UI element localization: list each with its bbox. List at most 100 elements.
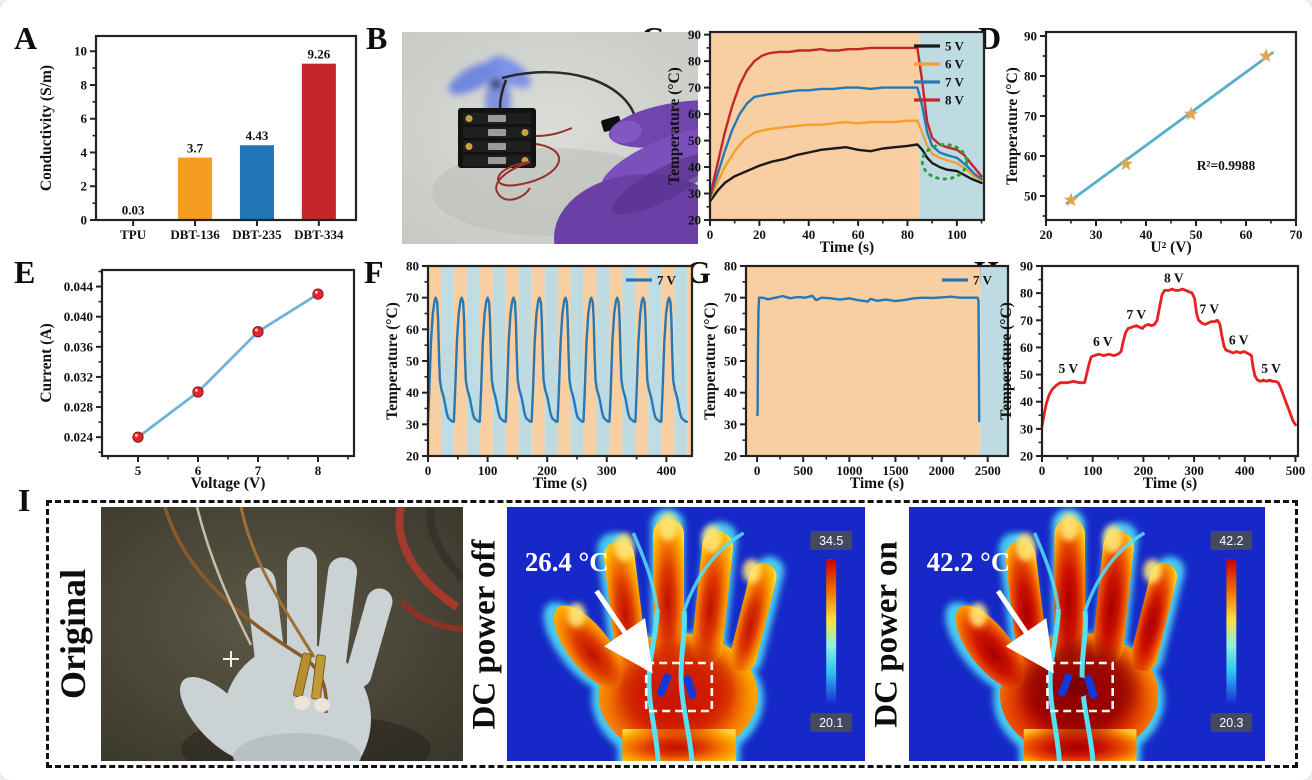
svg-text:70: 70 bbox=[688, 80, 701, 95]
temperature-label: 42.2 °C bbox=[927, 547, 1010, 577]
svg-text:60: 60 bbox=[406, 322, 419, 337]
svg-text:60: 60 bbox=[688, 107, 701, 122]
svg-text:0.03: 0.03 bbox=[122, 202, 145, 217]
svg-text:Time (s): Time (s) bbox=[533, 475, 587, 492]
svg-text:30: 30 bbox=[724, 417, 737, 432]
svg-text:7 V: 7 V bbox=[945, 75, 965, 90]
svg-text:4.43: 4.43 bbox=[246, 128, 269, 143]
svg-text:Time (s): Time (s) bbox=[820, 239, 874, 256]
svg-text:60: 60 bbox=[1240, 227, 1253, 242]
svg-text:60: 60 bbox=[1020, 340, 1033, 355]
svg-text:8 V: 8 V bbox=[1164, 270, 1184, 285]
svg-text:Conductivity (S/m): Conductivity (S/m) bbox=[38, 65, 55, 191]
svg-text:40: 40 bbox=[406, 385, 419, 400]
svg-text:DBT-235: DBT-235 bbox=[232, 227, 282, 242]
thermal-image-power-off: 26.4 °C 34.5 20.1 bbox=[507, 507, 865, 771]
panel-label-e: E bbox=[14, 254, 36, 290]
svg-text:5: 5 bbox=[135, 463, 142, 478]
svg-text:400: 400 bbox=[657, 463, 677, 478]
circuit-wires bbox=[495, 71, 638, 201]
svg-text:U² (V): U² (V) bbox=[1150, 239, 1191, 256]
svg-text:20: 20 bbox=[1040, 227, 1053, 242]
svg-text:3.7: 3.7 bbox=[187, 141, 204, 156]
svg-text:1000: 1000 bbox=[836, 463, 862, 478]
svg-text:R²=0.9988: R²=0.9988 bbox=[1197, 158, 1256, 173]
svg-text:Temperature (°C): Temperature (°C) bbox=[702, 302, 719, 420]
wires bbox=[163, 506, 466, 714]
thermal-colorbar: 34.5 20.1 bbox=[810, 531, 853, 732]
svg-text:80: 80 bbox=[688, 54, 701, 69]
svg-text:7 V: 7 V bbox=[973, 273, 993, 288]
crosshair-icon bbox=[223, 651, 239, 667]
svg-text:Temperature (°C): Temperature (°C) bbox=[998, 302, 1015, 420]
svg-text:90: 90 bbox=[1020, 259, 1033, 274]
annotation-arrow bbox=[594, 589, 653, 674]
thermal-image-on: 42.2 °C 42.2 20.3 bbox=[909, 507, 1265, 771]
svg-text:30: 30 bbox=[1090, 227, 1103, 242]
svg-text:5 V: 5 V bbox=[1261, 361, 1281, 376]
svg-text:80: 80 bbox=[1020, 286, 1033, 301]
svg-text:0.036: 0.036 bbox=[64, 339, 94, 354]
svg-text:20: 20 bbox=[1020, 449, 1033, 464]
heater-region bbox=[1046, 661, 1114, 713]
svg-text:Time (s): Time (s) bbox=[850, 475, 904, 492]
svg-text:80: 80 bbox=[406, 259, 419, 274]
svg-text:4: 4 bbox=[81, 145, 88, 160]
panel-e-current-voltage-chart: 5 6 7 8 0.024 0.028 0.032 0.036 0.040 0.044 Voltag… bbox=[38, 268, 356, 492]
svg-text:9.26: 9.26 bbox=[307, 47, 330, 62]
svg-text:0: 0 bbox=[81, 213, 88, 228]
svg-text:Temperature (°C): Temperature (°C) bbox=[384, 302, 401, 420]
svg-text:Temperature (°C): Temperature (°C) bbox=[666, 67, 683, 185]
svg-text:30: 30 bbox=[1020, 421, 1033, 436]
thermal-image-off: 26.4 °C 34.5 20.1 bbox=[507, 507, 865, 771]
svg-text:6 V: 6 V bbox=[1229, 333, 1249, 348]
svg-text:8: 8 bbox=[315, 463, 322, 478]
thermal-colorbar: 42.2 20.3 bbox=[1210, 531, 1253, 732]
thermal-image-power-on: 42.2 °C 42.2 20.3 bbox=[909, 507, 1265, 771]
panel-label-a: A bbox=[14, 20, 38, 56]
svg-text:40: 40 bbox=[1140, 227, 1153, 242]
colorbar-min: 20.3 bbox=[1219, 716, 1243, 730]
svg-text:20: 20 bbox=[406, 449, 419, 464]
svg-text:DBT-334: DBT-334 bbox=[294, 227, 344, 242]
svg-text:70: 70 bbox=[724, 290, 737, 305]
svg-text:70: 70 bbox=[1290, 227, 1303, 242]
panel-h-step-voltage-chart: 0 100 200 300 400 500 20 30 40 50 60 70 80 90 Time (s)… bbox=[998, 259, 1305, 493]
svg-text:Voltage (V): Voltage (V) bbox=[191, 475, 266, 492]
colorbar-min: 20.1 bbox=[819, 716, 843, 730]
svg-text:500: 500 bbox=[793, 463, 813, 478]
svg-text:40: 40 bbox=[802, 227, 815, 242]
heater-region bbox=[644, 661, 714, 713]
colorbar-max: 34.5 bbox=[819, 534, 843, 548]
svg-text:40: 40 bbox=[688, 160, 701, 175]
svg-text:10: 10 bbox=[74, 44, 87, 59]
svg-text:400: 400 bbox=[1235, 463, 1255, 478]
svg-text:1500: 1500 bbox=[882, 463, 908, 478]
svg-text:TPU: TPU bbox=[120, 227, 147, 242]
fingertip-highlights bbox=[567, 513, 761, 627]
svg-text:0.028: 0.028 bbox=[64, 400, 94, 415]
svg-text:50: 50 bbox=[1024, 189, 1037, 204]
svg-text:0: 0 bbox=[425, 463, 432, 478]
colorbar-max: 42.2 bbox=[1219, 534, 1243, 548]
svg-text:300: 300 bbox=[1184, 463, 1204, 478]
fan-demo-photo bbox=[402, 32, 740, 302]
svg-text:60: 60 bbox=[724, 322, 737, 337]
svg-text:Current (A): Current (A) bbox=[38, 323, 55, 402]
svg-text:300: 300 bbox=[597, 463, 617, 478]
svg-text:Temperature (°C): Temperature (°C) bbox=[1004, 67, 1021, 185]
temperature-label: 26.4 °C bbox=[525, 547, 609, 577]
svg-text:60: 60 bbox=[852, 227, 865, 242]
svg-text:60: 60 bbox=[1024, 149, 1037, 164]
svg-text:20: 20 bbox=[724, 449, 737, 464]
svg-text:80: 80 bbox=[1024, 69, 1037, 84]
svg-text:200: 200 bbox=[537, 463, 557, 478]
svg-text:8: 8 bbox=[81, 77, 88, 92]
panel-c-heating-curves-chart: 0 20 40 60 80 100 20 30 40 50 60 70 80 90 Time (s) Temp… bbox=[666, 27, 986, 256]
svg-text:6: 6 bbox=[195, 463, 202, 478]
panel-b-fan-demo-photo bbox=[402, 32, 740, 302]
svg-text:7 V: 7 V bbox=[1199, 302, 1219, 317]
original-label: Original bbox=[53, 568, 94, 700]
svg-text:100: 100 bbox=[1083, 463, 1103, 478]
